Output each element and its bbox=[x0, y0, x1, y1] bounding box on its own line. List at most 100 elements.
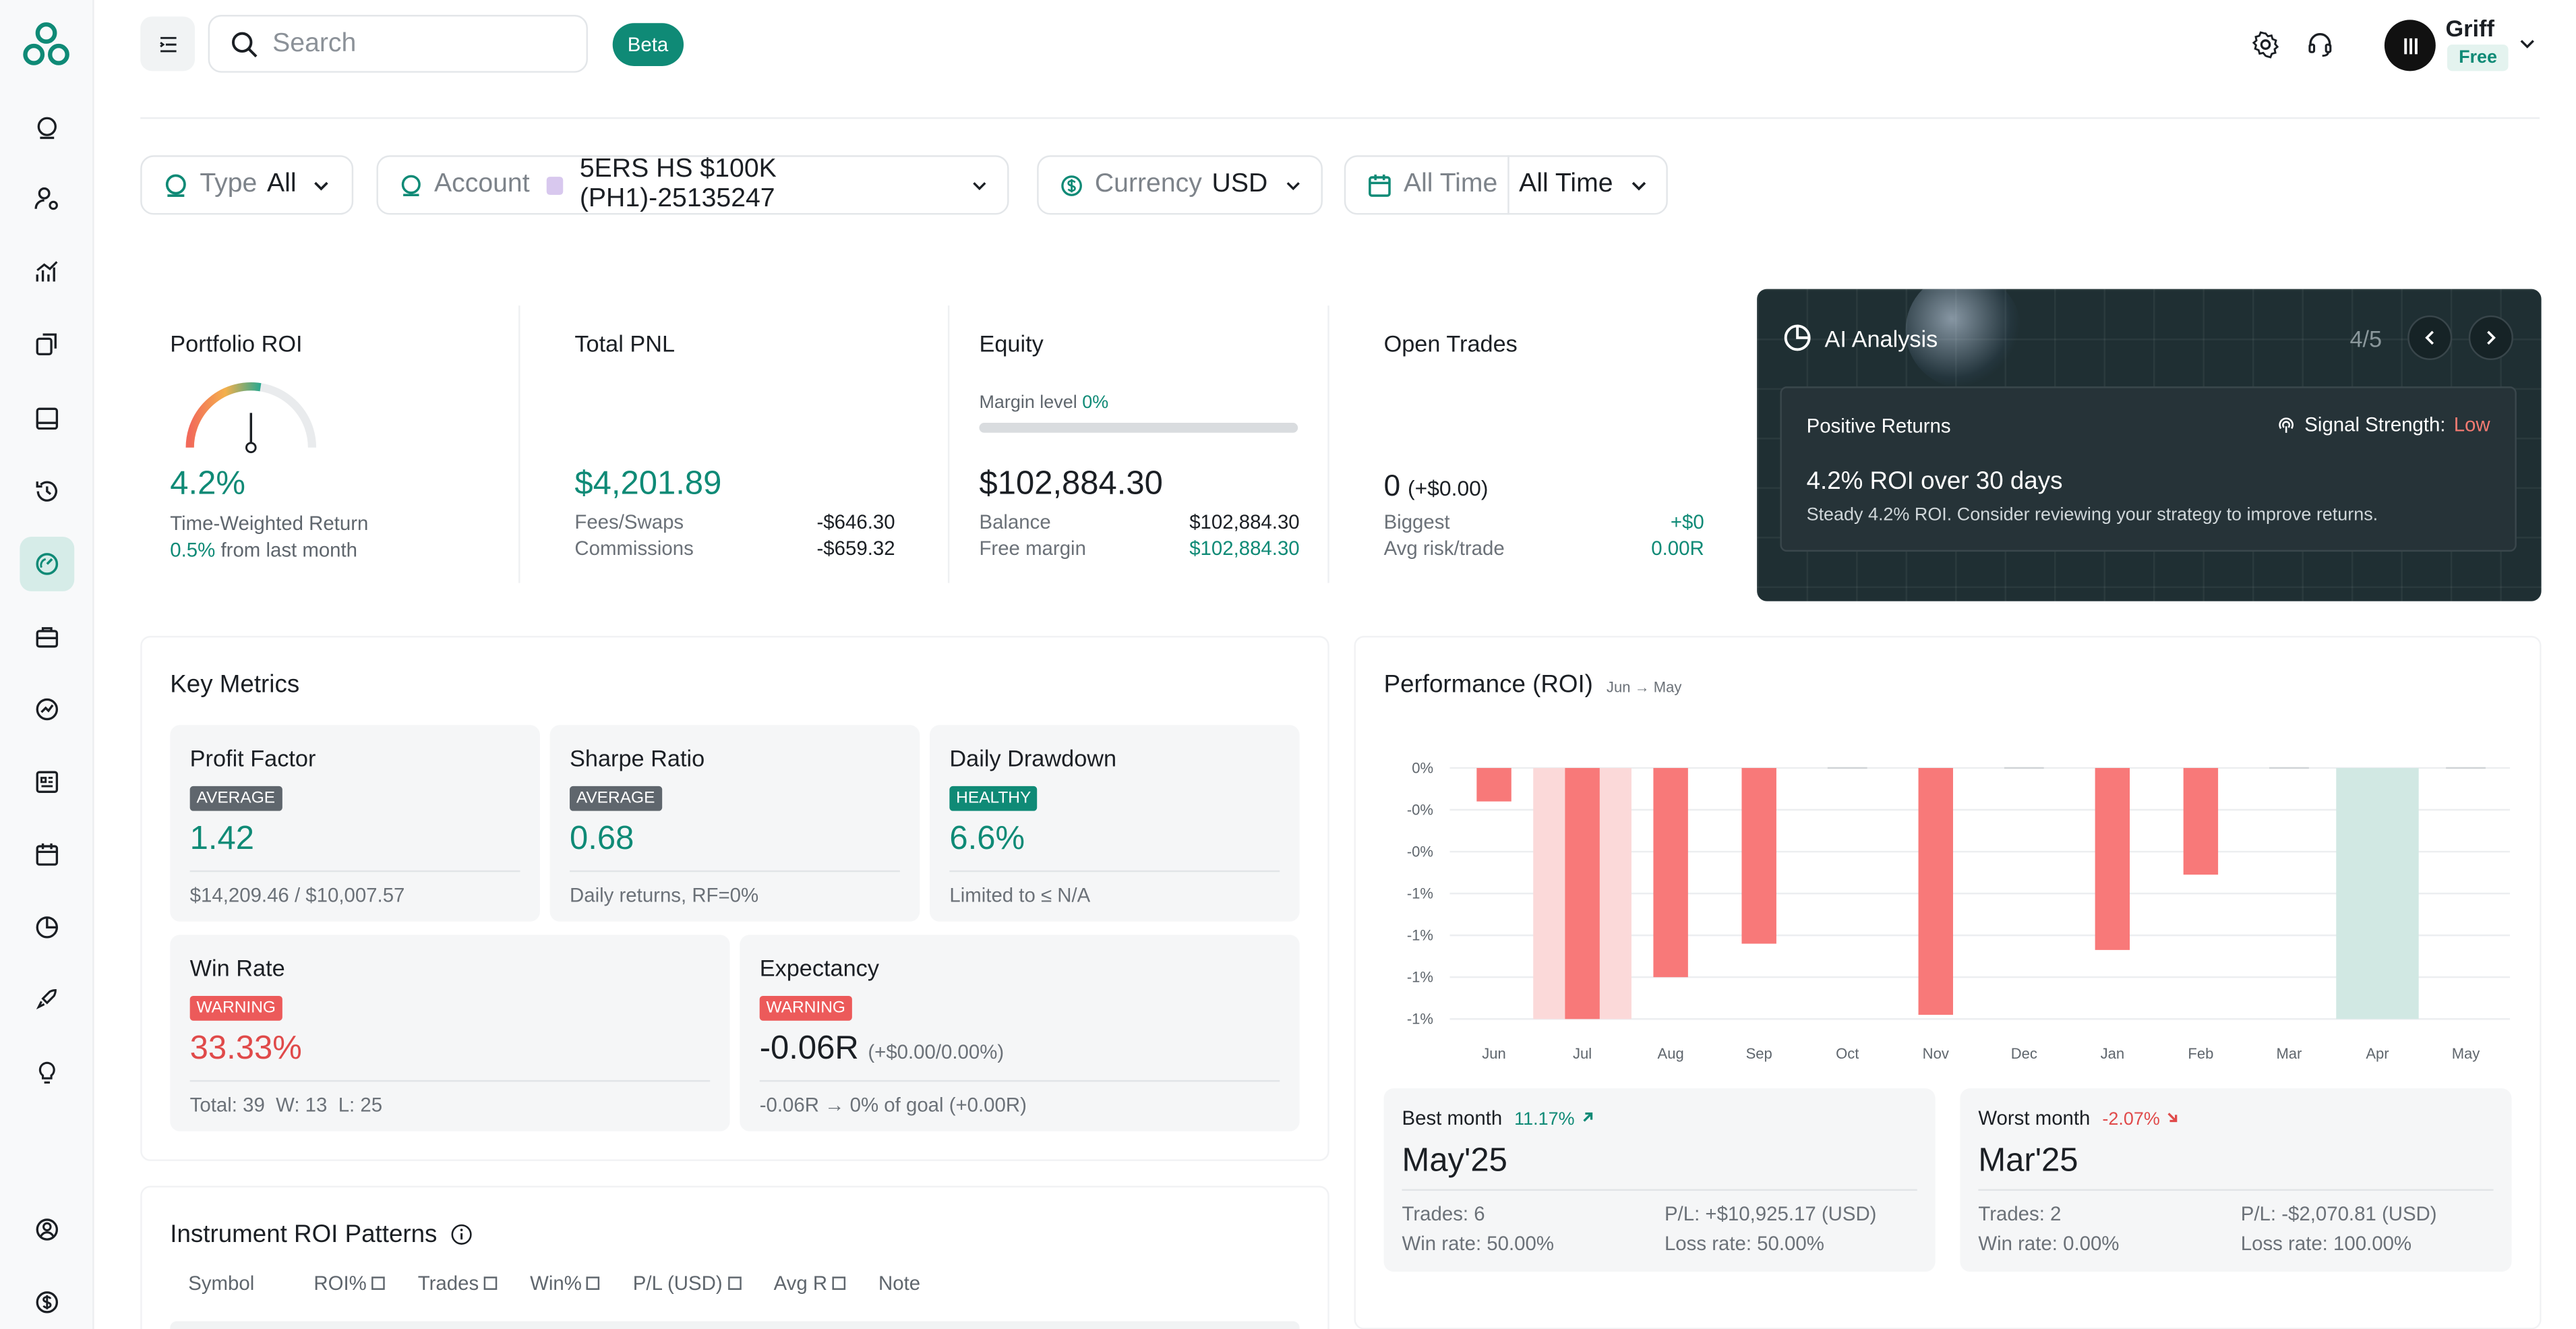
sidebar-item-dashboard[interactable] bbox=[20, 537, 75, 591]
search-input[interactable] bbox=[272, 28, 570, 59]
trend-icon bbox=[36, 698, 59, 721]
sidebar-item-portfolio[interactable] bbox=[20, 610, 74, 664]
header-divider bbox=[140, 117, 2540, 119]
user-name: Griff bbox=[2445, 15, 2494, 42]
bar bbox=[1741, 767, 1776, 944]
commissions-label: Commissions bbox=[574, 537, 694, 560]
column-header-win[interactable]: Win% bbox=[514, 1272, 617, 1295]
balance-row: Balance $102,884.30 bbox=[979, 508, 1299, 535]
signal-icon bbox=[2278, 417, 2293, 432]
x-tick-label: May bbox=[2452, 1045, 2480, 1062]
equity-title: Equity bbox=[979, 330, 1044, 357]
ai-prev-button[interactable] bbox=[2407, 315, 2453, 360]
x-tick-label: Jul bbox=[1573, 1045, 1592, 1062]
metric-profit-factor: Profit Factor AVERAGE 1.42 $14,209.46 / … bbox=[170, 725, 540, 922]
commissions-value: -$659.32 bbox=[816, 537, 895, 560]
total-pnl-title: Total PNL bbox=[574, 330, 676, 357]
best-month-loss-rate: Loss rate: 50.00% bbox=[1664, 1232, 1824, 1256]
avg-risk-value: 0.00R bbox=[1651, 537, 1704, 560]
performance-range: Jun → May bbox=[1606, 678, 1682, 696]
sidebar-item-panel[interactable] bbox=[20, 391, 74, 446]
worst-month-stats: Trades: 2 P/L: -$2,070.81 (USD) Win rate… bbox=[1978, 1202, 2493, 1262]
column-header-trades[interactable]: Trades bbox=[401, 1272, 513, 1295]
menu-toggle-button[interactable] bbox=[140, 16, 196, 71]
metric-title: Daily Drawdown bbox=[949, 744, 1117, 771]
sidebar-item-trends[interactable] bbox=[20, 682, 74, 737]
sidebar-item-home[interactable] bbox=[20, 100, 74, 155]
chevron-down-icon bbox=[2519, 39, 2534, 48]
balance-value: $102,884.30 bbox=[1189, 510, 1300, 534]
performance-title-line: Performance (ROI) Jun → May bbox=[1384, 670, 1682, 699]
metric-value: 1.42 bbox=[189, 821, 255, 858]
margin-level-bar bbox=[979, 423, 1298, 433]
y-tick-label: 0% bbox=[1412, 759, 1433, 776]
metric-value: 0.68 bbox=[570, 821, 634, 858]
sidebar-item-billing[interactable] bbox=[20, 1275, 74, 1329]
sidebar-item-profile[interactable] bbox=[20, 1202, 74, 1257]
portfolio-roi-title: Portfolio ROI bbox=[170, 330, 303, 357]
portfolio-roi-value: 4.2% bbox=[170, 465, 245, 502]
currency-filter[interactable]: Currency USD bbox=[1037, 155, 1323, 215]
sidebar-item-calendar[interactable] bbox=[20, 827, 74, 882]
status-badge: HEALTHY bbox=[949, 786, 1038, 811]
worst-month-card: Worst month -2.07% Mar'25 Trades: 2 P/L:… bbox=[1960, 1088, 2512, 1272]
chevron-down-icon bbox=[1631, 181, 1646, 190]
time-filter[interactable]: All Time All Time bbox=[1344, 155, 1668, 215]
bar bbox=[2095, 767, 2130, 950]
column-header-symbol[interactable]: Symbol bbox=[170, 1272, 297, 1295]
ai-glow-orb bbox=[1905, 289, 2022, 388]
sidebar-item-copy[interactable] bbox=[20, 317, 74, 372]
time-filter-value: All Time bbox=[1519, 170, 1613, 198]
total-pnl-card: Total PNL $4,201.89 Fees/Swaps -$646.30 C… bbox=[574, 330, 895, 579]
column-label: Trades bbox=[417, 1272, 479, 1295]
key-metrics-panel bbox=[140, 636, 1329, 1161]
free-margin-label: Free margin bbox=[979, 537, 1086, 560]
worst-month-label: Worst month bbox=[1978, 1106, 2091, 1130]
best-month-divider bbox=[1402, 1189, 1917, 1191]
status-badge: AVERAGE bbox=[570, 786, 662, 811]
user-menu-toggle[interactable] bbox=[2515, 32, 2538, 55]
best-month-pl: P/L: +$10,925.17 (USD) bbox=[1664, 1202, 1877, 1226]
support-button[interactable] bbox=[2302, 26, 2338, 63]
chevron-down-icon bbox=[315, 181, 329, 190]
portfolio-roi-change-text: from last month bbox=[220, 538, 358, 562]
sort-icon bbox=[832, 1276, 846, 1290]
briefcase-icon bbox=[36, 627, 59, 648]
column-header-roi[interactable]: ROI% bbox=[297, 1272, 401, 1295]
column-header-note[interactable]: Note bbox=[862, 1272, 937, 1295]
margin-level-value: 0% bbox=[1082, 392, 1109, 413]
account-filter-label: Account bbox=[433, 170, 530, 198]
circle-outline-icon bbox=[165, 173, 186, 196]
ai-insight-text: Steady 4.2% ROI. Consider reviewing your… bbox=[1806, 505, 2378, 525]
sidebar-item-history[interactable] bbox=[20, 464, 74, 519]
sidebar-item-reports[interactable] bbox=[20, 900, 74, 955]
sidebar-item-ideas[interactable] bbox=[20, 1045, 74, 1100]
bar bbox=[1476, 767, 1511, 802]
sidebar-item-launch[interactable] bbox=[20, 973, 74, 1028]
column-header-avg-r[interactable]: Avg R bbox=[757, 1272, 862, 1295]
type-filter[interactable]: Type All bbox=[140, 155, 354, 215]
column-header-pl[interactable]: P/L (USD) bbox=[616, 1272, 757, 1295]
avatar[interactable] bbox=[2384, 20, 2436, 71]
settings-button[interactable] bbox=[2248, 26, 2284, 63]
info-icon[interactable] bbox=[449, 1222, 474, 1247]
column-label: Avg R bbox=[773, 1272, 828, 1295]
metric-footnote: Total: 39 W: 13 L: 25 bbox=[189, 1093, 383, 1117]
type-filter-value: All bbox=[267, 170, 297, 198]
ai-next-button[interactable] bbox=[2468, 315, 2513, 360]
sidebar-item-accounts[interactable] bbox=[20, 172, 74, 227]
performance-panel bbox=[1354, 636, 2542, 1329]
arrow-down-right-icon bbox=[2168, 1113, 2178, 1123]
sidebar-item-analytics[interactable] bbox=[20, 245, 74, 299]
account-filter[interactable]: Account 5ERS HS $100K (PH1)-25135247 bbox=[376, 155, 1009, 215]
sidebar-item-news[interactable] bbox=[20, 755, 74, 809]
worst-month-pl: P/L: -$2,070.81 (USD) bbox=[2240, 1202, 2437, 1226]
sort-icon bbox=[483, 1276, 498, 1290]
app-logo-icon[interactable] bbox=[20, 20, 72, 72]
table-row bbox=[170, 1321, 1300, 1329]
worst-month-loss-rate: Loss rate: 100.00% bbox=[2240, 1232, 2412, 1256]
search-bar[interactable] bbox=[208, 15, 588, 73]
y-tick-label: -1% bbox=[1407, 927, 1433, 944]
margin-level-label: Margin level bbox=[979, 392, 1077, 413]
bar-positive bbox=[2336, 767, 2419, 1020]
